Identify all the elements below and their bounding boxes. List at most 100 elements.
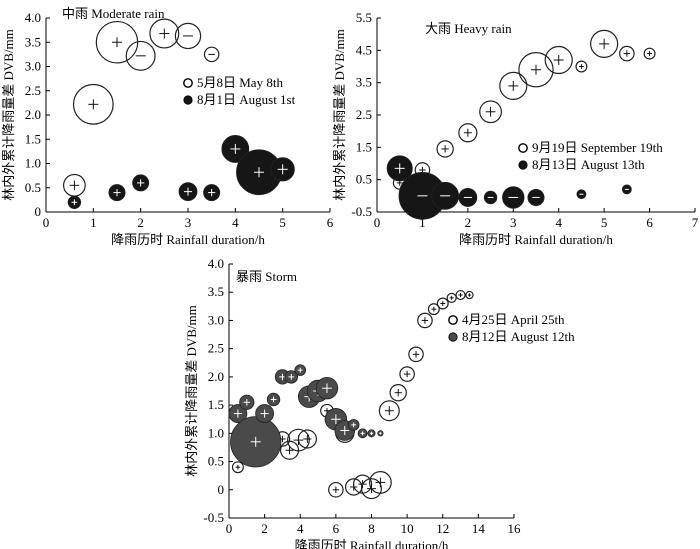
- open-bubble: [125, 40, 156, 71]
- x-tick-label: 0: [226, 521, 233, 536]
- y-tick-label: 2.0: [208, 369, 224, 384]
- open-bubble: [479, 100, 502, 124]
- open-bubble: [417, 312, 433, 329]
- open-bubble: [361, 478, 383, 500]
- open-bubble: [231, 461, 244, 474]
- legend-marker: [448, 332, 458, 342]
- x-tick-label: 6: [646, 215, 653, 230]
- legend-label: 4月25日 April 25th: [462, 312, 565, 327]
- chart-title: 暴雨 Storm: [236, 269, 297, 284]
- open-bubble: [619, 45, 635, 62]
- x-tick-label: 12: [436, 521, 449, 536]
- chart-title: 中雨 Moderate rain: [62, 6, 165, 21]
- y-tick-label: 2.5: [25, 83, 41, 98]
- open-bubble: [203, 46, 220, 63]
- y-tick-label: -0.5: [203, 510, 224, 525]
- legend-label: 9月19日 September 19th: [532, 140, 663, 155]
- y-tick-label: 3.0: [208, 312, 224, 327]
- y-tick-label: 5.5: [356, 10, 372, 25]
- legend-marker: [518, 143, 528, 153]
- open-bubble: [287, 428, 310, 452]
- open-bubble: [149, 18, 180, 49]
- x-tick-label: 8: [368, 521, 375, 536]
- open-bubble: [455, 289, 466, 301]
- x-tick-label: 3: [510, 215, 517, 230]
- y-tick-label: 3.5: [356, 75, 372, 90]
- x-tick-label: 7: [692, 215, 699, 230]
- y-tick-label: 3.5: [25, 34, 41, 49]
- legend-label: 8月1日 August 1st: [197, 92, 296, 107]
- x-tick-label: 5: [601, 215, 608, 230]
- x-tick-label: 4: [555, 215, 562, 230]
- y-tick-label: 0: [35, 204, 42, 219]
- y-tick-label: 4.5: [356, 42, 372, 57]
- open-bubble: [465, 290, 474, 300]
- open-bubble: [643, 47, 656, 60]
- y-tick-label: 4.0: [208, 256, 224, 271]
- y-axis-label: 林内外累计降雨量差 DVB/mm: [332, 29, 347, 201]
- open-bubble: [590, 29, 619, 58]
- y-tick-label: 0.5: [208, 454, 224, 469]
- open-bubble: [499, 71, 528, 101]
- open-bubble: [279, 440, 300, 460]
- legend-marker: [183, 95, 193, 105]
- x-tick-label: 6: [327, 215, 334, 230]
- open-bubble: [399, 366, 415, 382]
- x-tick-label: 10: [401, 521, 414, 536]
- chart-title: 大雨 Heavy rain: [425, 21, 512, 36]
- chart-panel-2: 0 2 4 6 8 10 12 14 16-0.500.51.01.52.02.53.03.54…: [184, 256, 575, 549]
- x-tick-label: 3: [185, 215, 192, 230]
- y-tick-label: -0.5: [351, 204, 372, 219]
- x-axis-label: 降雨历时 Rainfall duration/h: [459, 232, 613, 247]
- x-tick-label: 16: [508, 521, 522, 536]
- y-tick-label: 1.0: [25, 156, 41, 171]
- y-tick-label: 1.5: [356, 139, 372, 154]
- y-tick-label: 2.5: [356, 107, 372, 122]
- x-tick-label: 4: [297, 521, 304, 536]
- open-bubble: [544, 45, 573, 75]
- open-bubble: [369, 471, 392, 494]
- x-tick-label: 0: [43, 215, 50, 230]
- x-axis-label: 降雨历时 Rainfall duration/h: [295, 538, 449, 549]
- y-tick-label: 2.0: [25, 107, 41, 122]
- open-bubble: [436, 297, 449, 310]
- x-tick-label: 0: [374, 215, 381, 230]
- y-tick-label: 0.5: [25, 180, 41, 195]
- open-bubble: [174, 22, 202, 50]
- open-bubble: [436, 140, 454, 158]
- y-axis-label: 林内外累计降雨量差 DVB/mm: [1, 29, 16, 201]
- y-tick-label: 1.5: [25, 131, 41, 146]
- legend-label: 8月12日 August 12th: [462, 329, 575, 344]
- y-tick-label: 1.0: [208, 425, 224, 440]
- x-tick-label: 2: [465, 215, 472, 230]
- legend-marker: [183, 78, 193, 88]
- legend-label: 5月8日 May 8th: [197, 75, 283, 90]
- open-bubble: [427, 303, 440, 316]
- chart-panel-1: 0 1 2 3 4 5 6 7 -0.5 0.5 1.5 2.5 3.5 4.5 5.5 降雨历时 Rainf…: [332, 10, 699, 247]
- y-tick-label: 3.5: [208, 284, 224, 299]
- y-axis-label: 林内外累计降雨量差 DVB/mm: [184, 305, 199, 477]
- open-bubble: [328, 481, 344, 498]
- open-bubble: [518, 52, 554, 88]
- legend-marker: [448, 315, 458, 325]
- x-axis-label: 降雨历时 Rainfall duration/h: [111, 232, 265, 247]
- y-tick-label: 4.0: [25, 10, 41, 25]
- open-bubble: [297, 429, 317, 449]
- y-tick-label: 1.5: [208, 397, 224, 412]
- x-tick-label: 5: [279, 215, 286, 230]
- open-bubble: [378, 400, 400, 422]
- open-bubble: [458, 123, 478, 143]
- y-tick-label: 2.5: [208, 341, 224, 356]
- y-tick-label: 0: [218, 482, 225, 497]
- x-tick-label: 1: [90, 215, 97, 230]
- open-bubble: [575, 60, 588, 73]
- x-tick-label: 2: [261, 521, 268, 536]
- open-bubble: [408, 346, 424, 363]
- x-tick-label: 2: [137, 215, 144, 230]
- open-bubble: [446, 292, 457, 303]
- x-tick-label: 4: [232, 215, 239, 230]
- x-tick-label: 1: [419, 215, 426, 230]
- x-tick-label: 14: [472, 521, 486, 536]
- y-tick-label: 3.0: [25, 59, 41, 74]
